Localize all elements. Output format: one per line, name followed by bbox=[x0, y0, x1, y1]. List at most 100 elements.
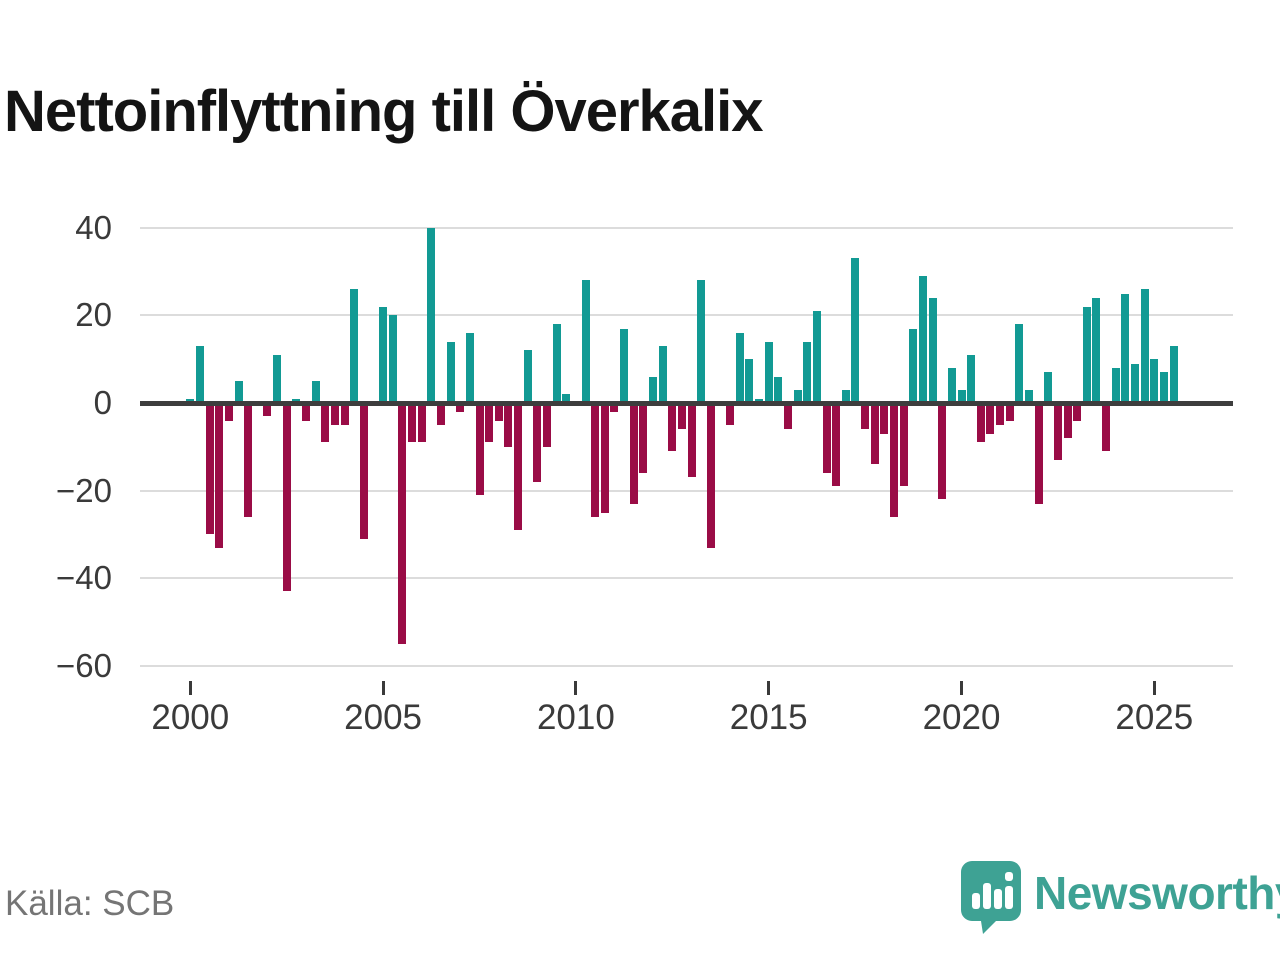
bar bbox=[301, 403, 310, 421]
bar bbox=[706, 403, 715, 548]
bar bbox=[697, 280, 706, 403]
bar bbox=[504, 403, 513, 447]
bar bbox=[687, 403, 696, 478]
bar bbox=[456, 403, 465, 412]
y-tick-label: −60 bbox=[56, 646, 112, 684]
bar bbox=[726, 403, 735, 425]
bar bbox=[639, 403, 648, 474]
zero-axis-line bbox=[140, 400, 1233, 406]
bar bbox=[832, 403, 841, 487]
bar bbox=[475, 403, 484, 495]
bar bbox=[803, 341, 812, 403]
bar bbox=[822, 403, 831, 474]
x-tick-label: 2000 bbox=[151, 698, 230, 737]
bar bbox=[918, 275, 927, 403]
bar bbox=[851, 258, 860, 403]
bar bbox=[783, 403, 792, 430]
bar bbox=[427, 227, 436, 403]
x-tick-label: 2020 bbox=[922, 698, 1001, 737]
bar bbox=[282, 403, 291, 592]
bar bbox=[668, 403, 677, 452]
bar bbox=[1111, 367, 1120, 403]
bar bbox=[861, 403, 870, 430]
bar bbox=[523, 350, 532, 403]
bar bbox=[581, 280, 590, 403]
x-tick-label: 2015 bbox=[729, 698, 808, 737]
bar bbox=[514, 403, 523, 531]
x-tick-mark bbox=[767, 681, 771, 695]
bar bbox=[976, 403, 985, 443]
bar bbox=[408, 403, 417, 443]
page-title: Nettoinflyttning till Överkalix bbox=[4, 78, 764, 144]
newsworthy-chart-bubble-icon bbox=[961, 861, 1021, 934]
x-tick-mark bbox=[574, 681, 578, 695]
bar bbox=[1131, 363, 1140, 403]
bar bbox=[215, 403, 224, 548]
bar bbox=[1082, 306, 1091, 403]
bar bbox=[359, 403, 368, 539]
y-tick-label: −40 bbox=[56, 559, 112, 597]
bar bbox=[205, 403, 214, 535]
x-tick-mark bbox=[960, 681, 963, 695]
bar bbox=[1024, 389, 1033, 403]
bar bbox=[446, 341, 455, 403]
bar bbox=[1150, 359, 1159, 403]
bar bbox=[1015, 324, 1024, 403]
x-tick-label: 2025 bbox=[1115, 698, 1194, 737]
bar bbox=[244, 403, 253, 517]
bar bbox=[649, 376, 658, 403]
x-tick-mark bbox=[188, 681, 192, 695]
bar bbox=[1073, 403, 1082, 421]
y-tick-label: 20 bbox=[75, 296, 112, 334]
bar bbox=[890, 403, 899, 517]
newsworthy-wordmark: Newsworthy bbox=[1034, 867, 1280, 919]
bar bbox=[1140, 289, 1149, 403]
bar bbox=[745, 359, 754, 403]
source-note: Källa: SCB bbox=[5, 884, 175, 923]
bar bbox=[928, 297, 937, 403]
bar bbox=[793, 389, 802, 403]
x-tick-mark bbox=[381, 681, 385, 695]
bar bbox=[350, 289, 359, 403]
bar bbox=[273, 354, 282, 403]
bar bbox=[330, 403, 339, 425]
bar bbox=[996, 403, 1005, 425]
bar bbox=[552, 324, 561, 403]
bar bbox=[195, 346, 204, 403]
bar bbox=[388, 315, 397, 403]
gridline bbox=[140, 577, 1233, 580]
bar bbox=[542, 403, 551, 447]
bar bbox=[1092, 297, 1101, 403]
bar bbox=[1121, 293, 1130, 403]
gridline bbox=[140, 314, 1233, 317]
bar bbox=[677, 403, 686, 430]
bar bbox=[812, 311, 821, 403]
bar bbox=[436, 403, 445, 425]
gridline bbox=[140, 226, 1233, 229]
bar bbox=[909, 328, 918, 403]
bar bbox=[379, 306, 388, 403]
bar bbox=[764, 341, 773, 403]
bar bbox=[340, 403, 349, 425]
bar bbox=[417, 403, 426, 443]
bar bbox=[957, 389, 966, 403]
bar bbox=[1053, 403, 1062, 460]
y-tick-label: 0 bbox=[93, 384, 112, 421]
bar bbox=[398, 403, 407, 644]
y-tick-label: 40 bbox=[75, 208, 112, 246]
bar bbox=[321, 403, 330, 443]
bar bbox=[870, 403, 879, 465]
bar bbox=[880, 403, 889, 434]
gridline bbox=[140, 664, 1233, 667]
bar bbox=[311, 381, 320, 403]
gridline bbox=[140, 489, 1233, 492]
bar bbox=[465, 332, 474, 403]
bar bbox=[986, 403, 995, 434]
bar bbox=[562, 394, 571, 403]
bar bbox=[947, 367, 956, 403]
x-tick-label: 2010 bbox=[536, 698, 615, 737]
x-tick-mark bbox=[1152, 681, 1156, 695]
bar bbox=[735, 332, 744, 403]
bar bbox=[629, 403, 638, 504]
